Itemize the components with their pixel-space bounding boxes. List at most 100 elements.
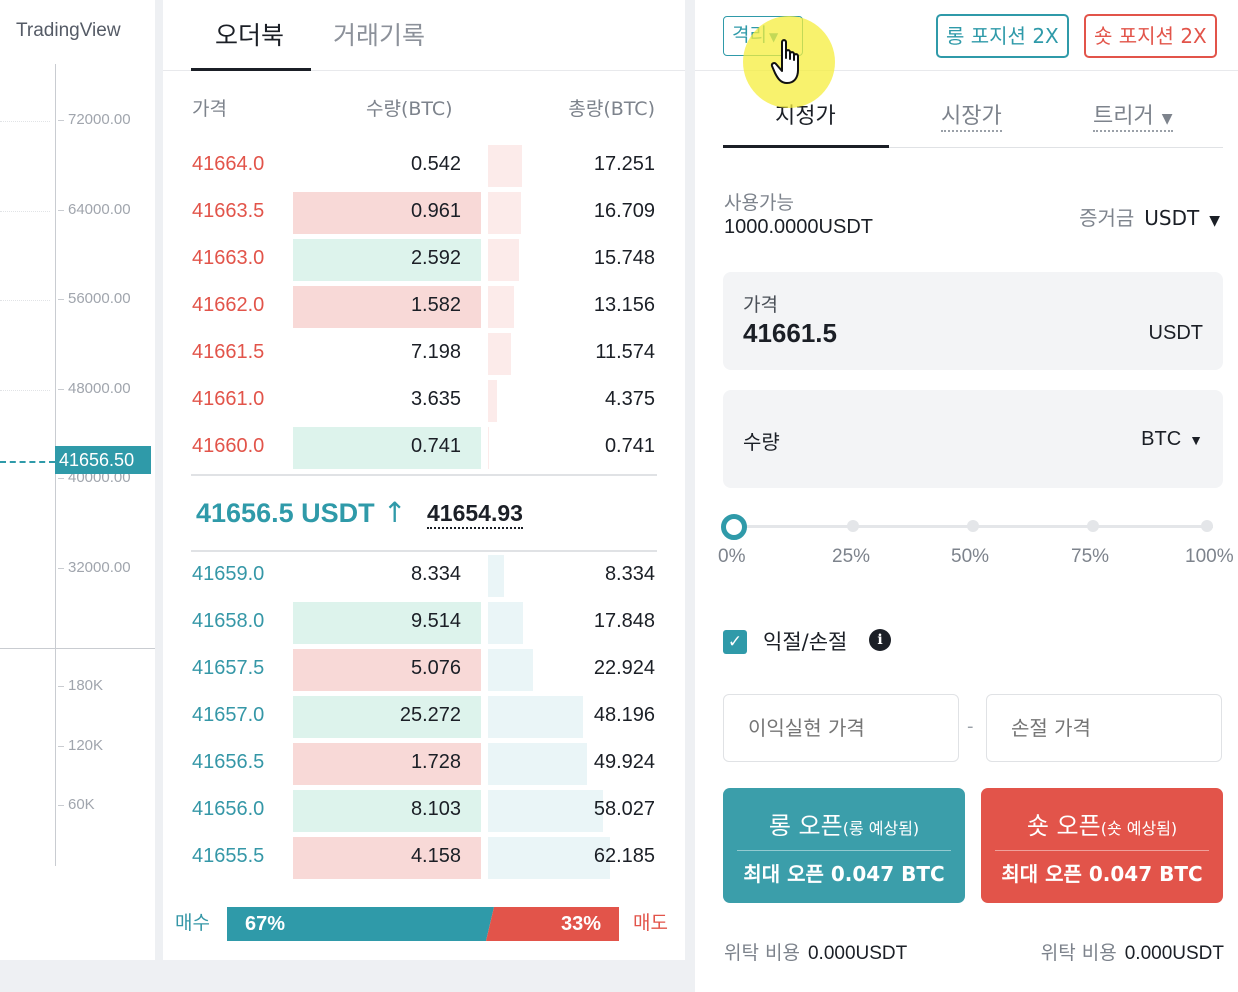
bid-row[interactable]: 41656.0 8.103 58.027 — [163, 788, 685, 834]
depth-bar — [488, 192, 521, 234]
bid-row[interactable]: 41659.0 8.334 8.334 — [163, 553, 685, 599]
price-input[interactable]: 가격 41661.5 USDT — [723, 272, 1223, 370]
depth-bar — [488, 837, 610, 879]
quantity-input[interactable]: 수량 BTC ▼ — [723, 390, 1223, 488]
trade-form-panel: 격리▼ 롱 포지션 2X 숏 포지션 2X 지정가 시장가 트리거▼ 사용가능 … — [695, 0, 1238, 992]
row-total: 13.156 — [593, 294, 655, 316]
row-price: 41662.0 — [192, 294, 265, 316]
open-short-max: 최대 오픈 0.047 BTC — [1001, 862, 1203, 886]
chart-panel[interactable]: TradingView 72000.00 64000.00 56000.00 4… — [0, 0, 155, 960]
quantity-slider[interactable] — [721, 514, 1213, 540]
ask-row[interactable]: 41661.0 3.635 4.375 — [163, 378, 685, 424]
row-total: 4.375 — [604, 388, 655, 410]
bid-row[interactable]: 41656.5 1.728 49.924 — [163, 741, 685, 787]
quantity-unit-select[interactable]: BTC ▼ — [1141, 428, 1203, 451]
row-price: 41664.0 — [192, 153, 265, 175]
stop-loss-input[interactable] — [986, 694, 1222, 762]
row-total: 15.748 — [593, 247, 655, 269]
price-axis-tick: 56000.00 — [58, 290, 131, 307]
slider-pct-label[interactable]: 50% — [951, 546, 990, 567]
row-price: 41661.0 — [192, 388, 265, 410]
check-icon: ✓ — [727, 632, 743, 652]
row-total: 11.574 — [595, 341, 655, 363]
bid-row[interactable]: 41657.0 25.272 48.196 — [163, 694, 685, 740]
slider-stop[interactable] — [1201, 520, 1213, 532]
tab-limit-order[interactable]: 지정가 — [775, 104, 836, 129]
slider-stop[interactable] — [967, 520, 979, 532]
bid-row[interactable]: 41655.5 4.158 62.185 — [163, 835, 685, 881]
open-long-sub: (롱 예상됨) — [842, 819, 920, 838]
row-qty: 0.961 — [410, 200, 461, 222]
ask-row[interactable]: 41661.5 7.198 11.574 — [163, 331, 685, 377]
slider-handle[interactable] — [721, 514, 747, 540]
price-input-label: 가격 — [743, 294, 778, 316]
fee-value: 0.000USDT — [1124, 943, 1224, 964]
open-short-button[interactable]: 숏 오픈(숏 예상됨) 최대 오픈 0.047 BTC — [981, 788, 1223, 903]
volume-axis-tick: 180K — [57, 677, 104, 694]
tab-market-order[interactable]: 시장가 — [941, 98, 1002, 132]
chart-pane-divider — [0, 648, 155, 649]
bid-row[interactable]: 41657.5 5.076 22.924 — [163, 647, 685, 693]
price-axis-tick: 48000.00 — [58, 380, 131, 397]
caret-down-icon: ▼ — [1189, 432, 1203, 448]
bid-row[interactable]: 41658.0 9.514 17.848 — [163, 600, 685, 646]
open-long-title: 롱 오픈(롱 예상됨) — [723, 806, 965, 841]
tpsl-label[interactable]: 익절/손절 — [763, 630, 848, 654]
row-qty: 3.635 — [410, 388, 461, 410]
current-price-line — [0, 461, 55, 463]
row-qty: 5.076 — [410, 657, 461, 679]
qty-highlight — [293, 790, 481, 832]
tab-orderbook[interactable]: 오더북 — [215, 21, 285, 50]
tab-trigger-order[interactable]: 트리거 ▼ — [1093, 98, 1173, 132]
open-long-button[interactable]: 롱 오픈(롱 예상됨) 최대 오픈 0.047 BTC — [723, 788, 965, 903]
chart-gridline — [0, 390, 50, 391]
short-leverage-button[interactable]: 숏 포지션 2X — [1084, 14, 1217, 58]
price-input-value[interactable]: 41661.5 — [743, 318, 837, 348]
long-leverage-button[interactable]: 롱 포지션 2X — [936, 14, 1069, 58]
row-price: 41660.0 — [192, 435, 265, 457]
margin-asset-label: 증거금 — [1079, 206, 1135, 230]
row-qty: 25.272 — [399, 704, 461, 726]
active-tab-indicator — [191, 68, 311, 71]
qty-highlight — [293, 837, 481, 879]
take-profit-input[interactable] — [723, 694, 959, 762]
row-total: 17.251 — [593, 153, 655, 175]
quantity-unit-label: BTC — [1141, 428, 1182, 450]
qty-highlight — [293, 239, 481, 281]
slider-pct-label[interactable]: 0% — [718, 546, 746, 567]
price-axis-tick: 32000.00 — [58, 559, 131, 576]
slider-stop[interactable] — [847, 520, 859, 532]
margin-asset-select[interactable]: 증거금 USDT ▼ — [1079, 202, 1220, 231]
slider-pct-label[interactable]: 100% — [1185, 546, 1234, 567]
ask-row[interactable]: 41664.0 0.542 17.251 — [163, 143, 685, 189]
row-total: 62.185 — [593, 845, 655, 867]
row-total: 17.848 — [593, 610, 655, 632]
ask-row[interactable]: 41660.0 0.741 0.741 — [163, 425, 685, 471]
mark-price[interactable]: 41654.93 — [427, 500, 523, 529]
row-price: 41657.5 — [192, 657, 265, 679]
chart-gridline — [0, 211, 50, 212]
row-qty: 7.198 — [410, 341, 461, 363]
slider-stop[interactable] — [1087, 520, 1099, 532]
depth-bar — [488, 427, 489, 469]
ask-row[interactable]: 41663.5 0.961 16.709 — [163, 190, 685, 236]
divider — [695, 70, 1238, 71]
fee-value: 0.000USDT — [807, 943, 908, 964]
volume-axis-tick: 120K — [57, 737, 104, 754]
price-axis-tick: 64000.00 — [58, 201, 131, 218]
divider — [191, 550, 657, 552]
info-icon[interactable]: i — [869, 629, 891, 651]
row-qty: 0.542 — [410, 153, 461, 175]
tpsl-checkbox[interactable]: ✓ — [723, 630, 747, 654]
slider-pct-label[interactable]: 25% — [832, 546, 871, 567]
column-header-total: 총량(BTC) — [568, 98, 655, 120]
ask-row[interactable]: 41662.0 1.582 13.156 — [163, 284, 685, 330]
row-price: 41663.5 — [192, 200, 265, 222]
price-axis-tick: 72000.00 — [58, 111, 131, 128]
row-total: 22.924 — [593, 657, 655, 679]
tab-trade-history[interactable]: 거래기록 — [333, 21, 426, 50]
divider — [995, 850, 1209, 851]
slider-pct-label[interactable]: 75% — [1071, 546, 1110, 567]
open-short-sub: (숏 예상됨) — [1100, 819, 1178, 838]
ask-row[interactable]: 41663.0 2.592 15.748 — [163, 237, 685, 283]
